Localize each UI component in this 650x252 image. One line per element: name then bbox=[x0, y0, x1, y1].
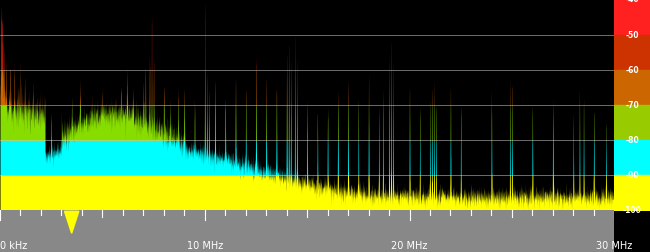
Text: 0 kHz: 0 kHz bbox=[0, 241, 27, 251]
Text: 20 MHz: 20 MHz bbox=[391, 241, 428, 251]
Text: -70: -70 bbox=[625, 101, 639, 110]
Text: -100: -100 bbox=[623, 206, 642, 215]
Text: -90: -90 bbox=[625, 171, 639, 180]
Polygon shape bbox=[64, 211, 79, 233]
Text: -60: -60 bbox=[625, 66, 639, 75]
Text: 30 MHz: 30 MHz bbox=[596, 241, 632, 251]
Text: -50: -50 bbox=[625, 30, 639, 40]
Text: -80: -80 bbox=[625, 136, 639, 145]
Text: -40: -40 bbox=[625, 0, 639, 5]
Text: 10 MHz: 10 MHz bbox=[187, 241, 223, 251]
